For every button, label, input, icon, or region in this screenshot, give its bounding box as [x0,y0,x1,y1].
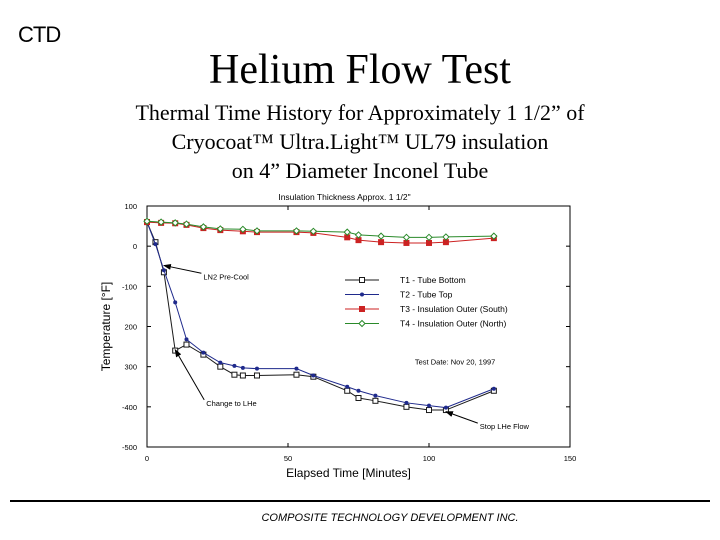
data-point-t1 [253,372,260,379]
data-point-t1 [183,341,190,348]
data-point-t4 [309,227,318,236]
data-point-t2 [201,350,206,355]
data-point-t2 [294,366,299,371]
legend-marker-t3 [359,306,365,312]
data-point-t4 [354,231,363,239]
subtitle-line-3: on 4” Diameter Inconel Tube [231,158,489,183]
data-point-t3 [378,239,385,246]
x-tick-label: 0 [145,454,149,463]
annotation-text-1: LN2 Pre-Cool [203,272,249,281]
x-axis-label: Elapsed Time [Minutes] [286,466,411,480]
data-point-t2 [232,363,237,368]
data-point-t3 [426,239,432,246]
legend-marker-t4 [358,319,366,328]
x-tick-label: 150 [564,454,577,463]
series-line-t1 [146,221,495,411]
data-point-t4 [343,228,351,236]
data-point-t4 [253,227,261,235]
slide-title: Helium Flow Test [209,47,511,93]
data-point-t1 [344,387,351,394]
data-point-t2 [443,405,448,410]
legend-label-t3: T3 - Insulation Outer (South) [400,304,508,314]
data-point-t2 [373,393,378,398]
data-point-t2 [345,384,350,389]
data-point-t2 [184,337,189,342]
data-point-t4 [239,225,247,234]
slide-subtitle: Thermal Time History for Approximately 1… [60,98,660,185]
data-point-t4 [171,219,179,227]
subtitle-line-2: Cryocoat™ Ultra.Light™ UL79 insulation [171,129,549,154]
subtitle-line-1: Thermal Time History for Approximately 1… [135,100,585,125]
footer-divider [10,500,710,502]
data-point-t4 [425,233,433,242]
data-point-t2 [254,366,259,371]
data-point-t4 [490,232,498,240]
series-line-t4 [146,220,494,238]
legend-label-t2: T2 - Tube Top [400,290,453,300]
data-point-t1 [355,394,362,401]
y-axis-label: Temperature [°F] [99,282,113,372]
data-point-t1 [217,363,224,370]
ctd-logo: CTD [18,22,61,47]
y-tick-label: -100 [122,282,137,291]
data-point-t2 [173,300,178,305]
data-point-t1 [403,403,410,410]
temperature-chart: Insulation Thickness Approx. 1 1/2"1000-… [99,192,577,480]
data-point-t4 [216,225,225,233]
data-point-t2 [218,360,223,365]
x-tick-label: 100 [423,454,436,463]
y-tick-label: -400 [122,403,137,412]
data-point-t4 [157,218,165,226]
data-point-t4 [143,217,151,225]
legend-marker-t2 [360,292,364,297]
data-point-t2 [240,365,245,370]
y-tick-label: -500 [122,443,137,452]
data-point-t3 [403,239,410,246]
series-line-t3 [146,221,494,244]
y-tick-label: 300 [124,363,137,372]
annotation-arrow-1 [162,263,202,274]
annotation-text-4: Stop LHe Flow [480,422,530,431]
legend-label-t4: T4 - Insulation Outer (North) [400,319,506,329]
data-point-t2 [404,400,409,405]
footer-company: COMPOSITE TECHNOLOGY DEVELOPMENT INC. [261,512,519,524]
y-tick-label: 0 [133,242,137,251]
legend-label-t1: T1 - Tube Bottom [400,275,466,285]
x-tick-label: 50 [284,454,292,463]
data-point-t2 [356,388,361,393]
data-point-t2 [311,373,316,378]
data-point-t1 [426,407,432,414]
data-point-t4 [402,233,411,242]
y-tick-label: 200 [124,323,137,332]
data-point-t4 [377,232,385,240]
annotation-arrow-4 [444,411,478,424]
annotation-arrow-2 [174,348,205,401]
data-point-t4 [442,233,450,241]
legend-marker-t1 [359,277,365,283]
data-point-t2 [427,403,431,408]
data-point-t4 [199,223,208,231]
data-point-t1 [231,371,238,378]
data-point-t4 [292,227,301,235]
data-point-t1 [239,372,246,379]
data-point-t1 [293,371,300,378]
annotation-text-2: Change to LHe [206,399,256,408]
chart-title: Insulation Thickness Approx. 1 1/2" [278,192,410,202]
data-point-t2 [161,268,166,273]
annotation-text-3: Test Date: Nov 20, 1997 [415,357,495,366]
data-point-t1 [372,397,379,404]
y-tick-label: 100 [124,202,137,211]
data-point-t4 [182,220,191,228]
data-point-t2 [491,386,496,391]
data-point-t2 [153,242,158,247]
